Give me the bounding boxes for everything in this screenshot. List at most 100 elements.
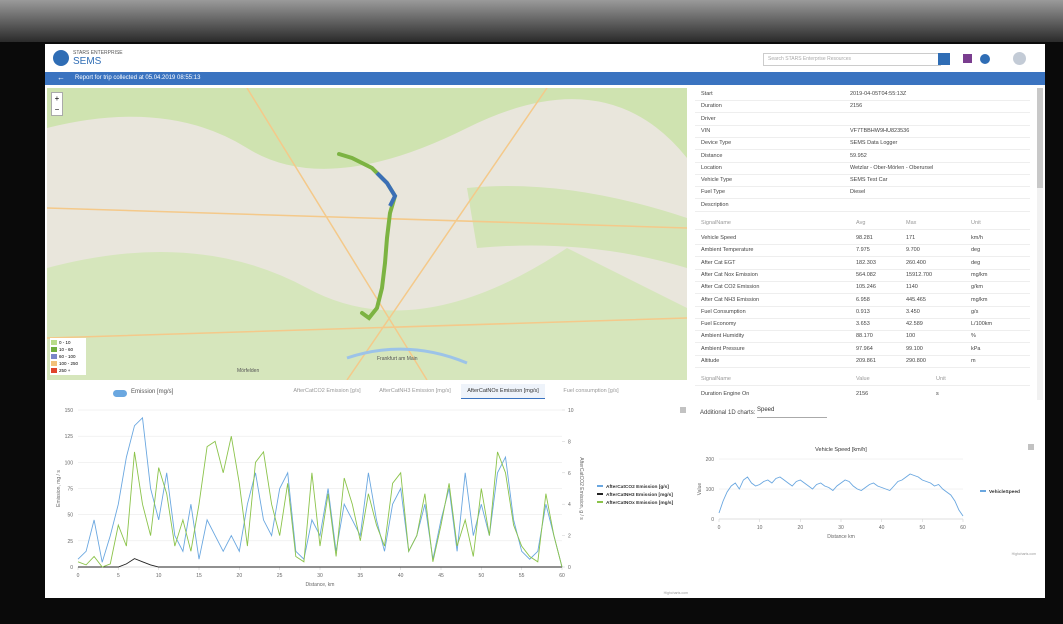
cell: 260.400 xyxy=(906,257,926,269)
x-axis-label: Distance, km xyxy=(306,582,335,588)
cell: Vehicle Speed xyxy=(701,232,736,244)
legend-label: 0 - 10 xyxy=(59,340,71,345)
zoom-control: +− xyxy=(51,92,63,116)
details-table: Start2019-04-05T04:55:13ZDuration2156Dri… xyxy=(695,88,1035,400)
table-row: Fuel Consumption0.9133.450g/s xyxy=(695,306,1030,319)
x-tick-label: 55 xyxy=(519,573,525,579)
legend-swatch xyxy=(51,354,57,359)
cell: 6.958 xyxy=(856,294,870,306)
legend-item: 250 + xyxy=(51,367,85,374)
zoom-in[interactable]: + xyxy=(52,93,62,104)
cell: 9.700 xyxy=(906,244,920,256)
y-tick-label: 100 xyxy=(706,487,715,493)
cell: After Cat Nox Emission xyxy=(701,269,758,281)
legend-swatch xyxy=(51,368,57,373)
y2-tick-label: 0 xyxy=(568,565,571,571)
cell: 3.450 xyxy=(906,306,920,318)
y2-tick-label: 8 xyxy=(568,439,571,445)
bezel-top xyxy=(0,0,1063,42)
x-tick-label: 20 xyxy=(237,573,243,579)
y-tick-label: 75 xyxy=(67,487,73,493)
detail-value: VF7TBBHW9HU823536 xyxy=(850,125,909,137)
x-tick-label: 0 xyxy=(718,525,721,531)
screen: STARS ENTERPRISE SEMS Search STARS Enter… xyxy=(45,44,1045,598)
y-axis-label: Emission, mg / s xyxy=(56,470,62,507)
tab[interactable]: AfterCatNOx Emission [mg/s] xyxy=(461,384,545,399)
tab[interactable]: AfterCatCO2 Emission [g/s] xyxy=(285,384,369,398)
cell: 105.246 xyxy=(856,281,876,293)
detail-label: VIN xyxy=(701,125,710,137)
cell: 564.082 xyxy=(856,269,876,281)
cell: deg xyxy=(971,257,980,269)
table-row: Duration Engine On 2156 s xyxy=(695,388,1030,400)
cell: 7.975 xyxy=(856,244,870,256)
map-label: Frankfurt am Main xyxy=(377,356,418,362)
cell: 290.800 xyxy=(906,355,926,367)
table-row: After Cat CO2 Emission105.2461140g/km xyxy=(695,281,1030,294)
cell: 445.465 xyxy=(906,294,926,306)
cell: 209.861 xyxy=(856,355,876,367)
help-icon[interactable] xyxy=(980,54,990,64)
search-button[interactable] xyxy=(938,53,950,65)
cell: 99.100 xyxy=(906,343,923,355)
tabs: AfterCatCO2 Emission [g/s] AfterCatNH3 Em… xyxy=(285,384,625,399)
detail-label: Vehicle Type xyxy=(701,174,732,186)
x-tick-label: 60 xyxy=(960,525,966,531)
toggle-label: Emission [mg/s] xyxy=(131,389,173,395)
x-tick-label: 45 xyxy=(438,573,444,579)
selector[interactable]: Speed xyxy=(757,407,827,418)
tab[interactable]: AfterCatNH3 Emission [mg/s] xyxy=(373,384,457,398)
tab[interactable]: Fuel consumption [g/s] xyxy=(549,384,633,398)
detail-row: Device TypeSEMS Data Logger xyxy=(695,137,1030,150)
legend-swatch xyxy=(51,340,57,345)
detail-value: 59.952 xyxy=(850,150,867,162)
x-tick-label: 50 xyxy=(920,525,926,531)
zoom-out[interactable]: − xyxy=(52,104,62,115)
detail-label: Location xyxy=(701,162,722,174)
cell: mg/km xyxy=(971,294,988,306)
header-cell: Unit xyxy=(936,373,946,385)
user-icon[interactable] xyxy=(1013,52,1026,65)
detail-label: Device Type xyxy=(701,137,731,149)
cell: s xyxy=(936,388,939,400)
legend-label: 100 - 250 xyxy=(59,361,78,366)
scroll-thumb[interactable] xyxy=(1037,88,1043,188)
x-tick-label: 30 xyxy=(317,573,323,579)
cell: Duration Engine On xyxy=(701,388,749,400)
cell: 97.964 xyxy=(856,343,873,355)
series-line xyxy=(719,474,963,516)
cell: After Cat EGT xyxy=(701,257,736,269)
cell: After Cat CO2 Emission xyxy=(701,281,759,293)
cell: kPa xyxy=(971,343,980,355)
back-button[interactable]: ← xyxy=(57,73,65,82)
y-tick-label: 0 xyxy=(70,565,73,571)
legend-label: AfterCatCO2 Emission [g/s] xyxy=(606,484,669,490)
table-row: Fuel Economy3.65342.589L/100km xyxy=(695,318,1030,331)
table-row: After Cat Nox Emission564.08215912.700mg… xyxy=(695,269,1030,282)
cell: 100 xyxy=(906,330,915,342)
cell: 0.913 xyxy=(856,306,870,318)
detail-row: Vehicle TypeSEMS Test Car xyxy=(695,174,1030,187)
cell: Ambient Pressure xyxy=(701,343,745,355)
y2-tick-label: 4 xyxy=(568,502,571,508)
legend-item: 100 - 250 xyxy=(51,360,85,367)
detail-row: Driver xyxy=(695,113,1030,126)
legend-swatch xyxy=(51,361,57,366)
map-label: Mörfelden xyxy=(237,368,259,374)
brand: SEMS xyxy=(73,56,101,67)
route-segment xyxy=(377,173,395,206)
search-box[interactable]: Search STARS Enterprise Resources xyxy=(763,53,941,66)
chart-title: Vehicle Speed [km/h] xyxy=(815,447,867,453)
apps-icon[interactable] xyxy=(963,54,972,63)
y-tick-label: 200 xyxy=(706,457,715,463)
table-row: Vehicle Speed98.281171km/h xyxy=(695,232,1030,245)
toggle[interactable] xyxy=(113,390,127,397)
cell: 42.589 xyxy=(906,318,923,330)
x-tick-label: 10 xyxy=(757,525,763,531)
cell: 88.170 xyxy=(856,330,873,342)
cell: 2156 xyxy=(856,388,868,400)
